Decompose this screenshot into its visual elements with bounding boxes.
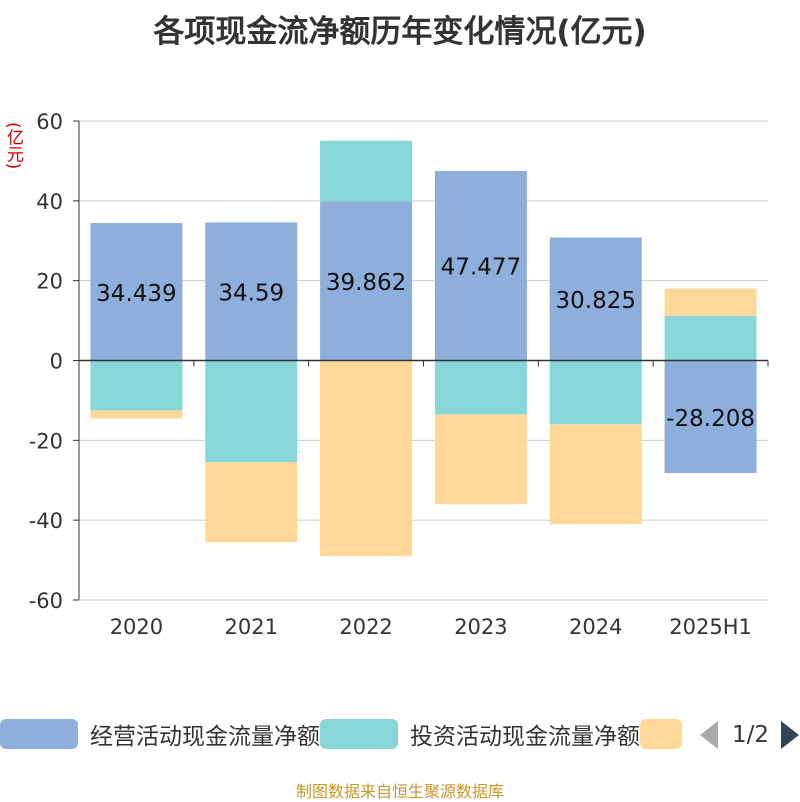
bar-investing xyxy=(320,140,413,202)
y-tick-label: -40 xyxy=(29,509,63,533)
x-tick-label: 2022 xyxy=(339,615,392,639)
y-tick-label: 20 xyxy=(36,270,63,294)
source-note: 制图数据来自恒生聚源数据库 xyxy=(295,782,504,801)
bar-investing xyxy=(205,360,298,463)
x-tick-label: 2025H1 xyxy=(669,615,752,639)
x-tick-label: 2024 xyxy=(569,615,622,639)
y-axis-unit: (亿元) xyxy=(3,122,23,170)
chart-title: 各项现金流净额历年变化情况(亿元) xyxy=(153,14,647,50)
bar-third xyxy=(549,424,642,525)
legend-swatch-third xyxy=(640,719,682,749)
legend-item-third[interactable] xyxy=(640,716,682,752)
legend: 经营活动现金流量净额 投资活动现金流量净额 1/2 xyxy=(0,716,800,756)
pager-prev-icon[interactable] xyxy=(700,721,718,749)
legend-swatch-operating xyxy=(0,719,78,749)
x-tick-label: 2020 xyxy=(110,615,163,639)
pager-next-icon[interactable] xyxy=(781,721,800,749)
bar-third xyxy=(664,288,757,316)
bar-investing xyxy=(434,360,527,415)
bar-operating xyxy=(205,222,298,361)
bar-third xyxy=(205,462,298,543)
data-label: 39.862 xyxy=(326,270,406,296)
bar-operating xyxy=(549,237,642,361)
data-label: 34.59 xyxy=(218,280,284,306)
y-tick-label: 40 xyxy=(36,190,63,214)
y-tick-label: 60 xyxy=(36,110,63,134)
bar-operating xyxy=(90,223,183,361)
bar-third xyxy=(434,414,527,505)
data-label: 34.439 xyxy=(96,281,176,307)
y-tick-label: 0 xyxy=(50,350,63,374)
legend-label-investing: 投资活动现金流量净额 xyxy=(410,724,640,750)
bar-operating xyxy=(320,201,413,361)
legend-pager: 1/2 xyxy=(700,720,800,750)
bar-operating xyxy=(664,360,757,474)
legend-item-investing[interactable]: 投资活动现金流量净额 xyxy=(320,716,640,752)
stacked-bar-chart: 60 40 20 0 -20 -40 -60 34.439 34.59 39.862 47.477 3… xyxy=(29,110,769,639)
bar-investing xyxy=(664,315,757,361)
bar-third xyxy=(90,410,183,419)
data-label: 47.477 xyxy=(441,255,521,281)
x-tick-label: 2021 xyxy=(225,615,278,639)
pager-text: 1/2 xyxy=(732,722,770,748)
legend-item-operating[interactable]: 经营活动现金流量净额 xyxy=(0,716,320,752)
bar-investing xyxy=(549,360,642,425)
data-label: -28.208 xyxy=(666,406,755,432)
x-tick-label: 2023 xyxy=(454,615,507,639)
legend-swatch-investing xyxy=(320,719,398,749)
y-tick-label: -60 xyxy=(29,589,63,613)
bar-operating xyxy=(434,170,527,361)
legend-label-operating: 经营活动现金流量净额 xyxy=(90,724,320,750)
y-tick-label: -20 xyxy=(29,429,63,453)
bar-investing xyxy=(90,360,183,411)
data-label: 30.825 xyxy=(556,288,636,314)
bar-third xyxy=(320,360,413,557)
